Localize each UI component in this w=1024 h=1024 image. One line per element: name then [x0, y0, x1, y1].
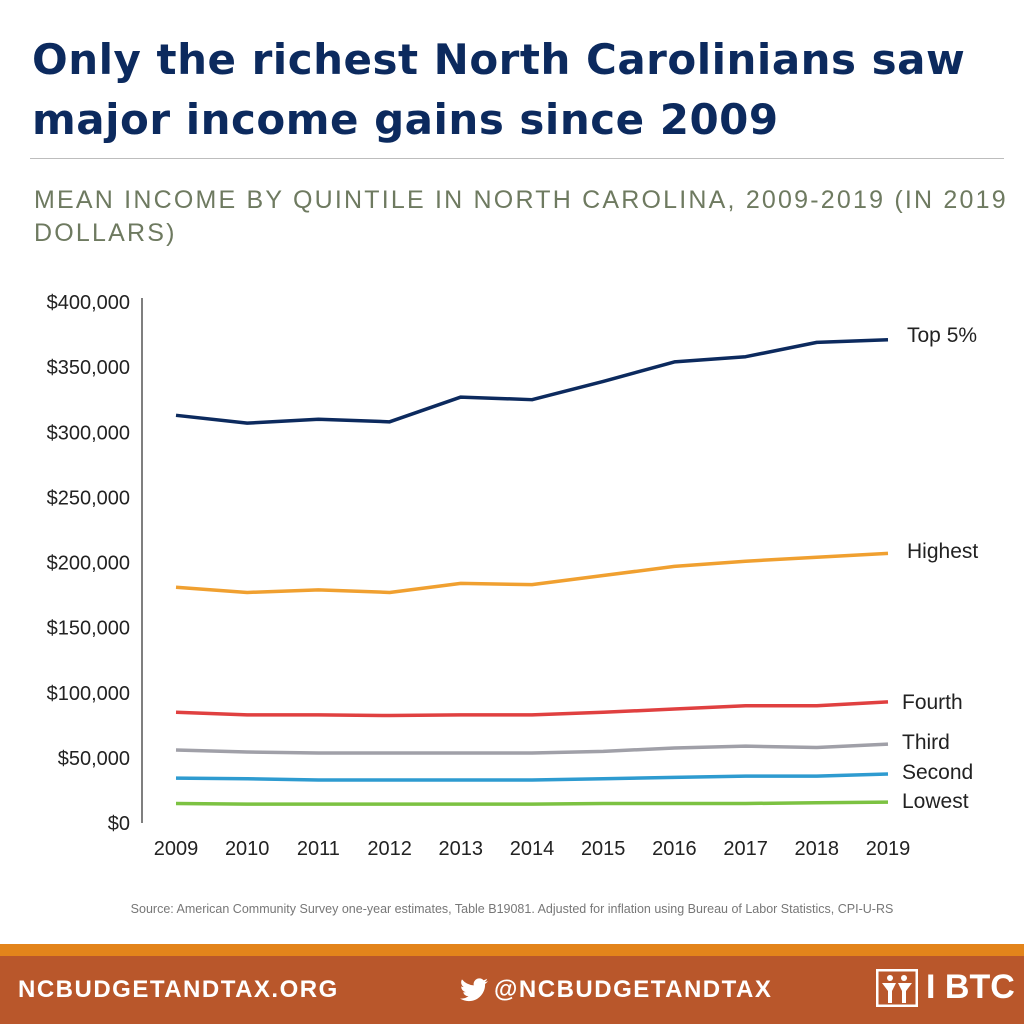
x-tick-label: 2012: [367, 838, 412, 860]
y-axis: $0 $50,000 $100,000 $150,000 $200,000 $250,00…: [47, 292, 143, 835]
series-line-top5: [175, 338, 889, 425]
series-lines: [175, 338, 889, 806]
website-link[interactable]: NCBUDGETANDTAX.ORG: [18, 976, 339, 1003]
series-line-fourth: [175, 700, 889, 718]
y-tick-label: $400,000: [47, 292, 130, 314]
series-line-second: [175, 772, 889, 782]
line-chart: $0 $50,000 $100,000 $150,000 $200,000 $250,00…: [47, 292, 979, 860]
source-note: Source: American Community Survey one-ye…: [130, 902, 894, 916]
logo-text: I BTC: [926, 968, 1015, 1006]
series-label: Second: [902, 761, 973, 784]
x-tick-label: 2019: [866, 838, 911, 860]
figures-logo-icon: [876, 968, 918, 1007]
x-tick-label: 2011: [297, 838, 340, 860]
x-tick-label: 2009: [154, 838, 199, 860]
page-title: Only the richest North Carolinians saw m…: [32, 35, 966, 144]
series-label: Lowest: [902, 790, 969, 813]
series-line-third: [175, 742, 889, 755]
y-tick-label: $50,000: [58, 748, 130, 770]
twitter-handle[interactable]: @NCBUDGETANDTAX: [460, 976, 772, 1004]
y-tick-label: $250,000: [47, 487, 130, 509]
twitter-handle-text: @NCBUDGETANDTAX: [494, 976, 773, 1003]
y-tick-label: $100,000: [47, 683, 130, 705]
x-tick-label: 2016: [652, 838, 697, 860]
x-tick-label: 2018: [795, 838, 840, 860]
series-label: Top 5%: [907, 324, 977, 347]
y-tick-label: $0: [108, 813, 130, 835]
y-tick-label: $300,000: [47, 422, 130, 444]
footer-stripe: [0, 944, 1024, 956]
x-tick-label: 2014: [510, 838, 555, 860]
series-line-lowest: [175, 800, 889, 806]
x-tick-label: 2017: [723, 838, 768, 860]
x-tick-label: 2013: [439, 838, 484, 860]
x-tick-label: 2015: [581, 838, 626, 860]
y-tick-label: $150,000: [47, 618, 130, 640]
x-axis: 2009 2010 2011 2012 2013 2014 2015 2016 2017 2018…: [154, 838, 911, 860]
series-line-highest: [175, 551, 889, 595]
twitter-bird-icon: [460, 978, 488, 1002]
series-labels: Top 5% Highest Fourth Third Second Lowest: [902, 324, 978, 813]
btc-logo: I BTC: [876, 968, 1015, 1007]
title-divider: [30, 158, 1004, 159]
chart-subtitle: MEAN INCOME BY QUINTILE IN NORTH CAROLIN…: [34, 186, 1008, 247]
series-label: Fourth: [902, 691, 963, 714]
x-tick-label: 2010: [225, 838, 270, 860]
footer: NCBUDGETANDTAX.ORG @NCBUDGETANDTAX I BTC: [0, 956, 1024, 1024]
y-tick-label: $350,000: [47, 357, 130, 379]
y-tick-label: $200,000: [47, 553, 130, 575]
series-label: Third: [902, 731, 950, 754]
series-label: Highest: [907, 540, 978, 563]
